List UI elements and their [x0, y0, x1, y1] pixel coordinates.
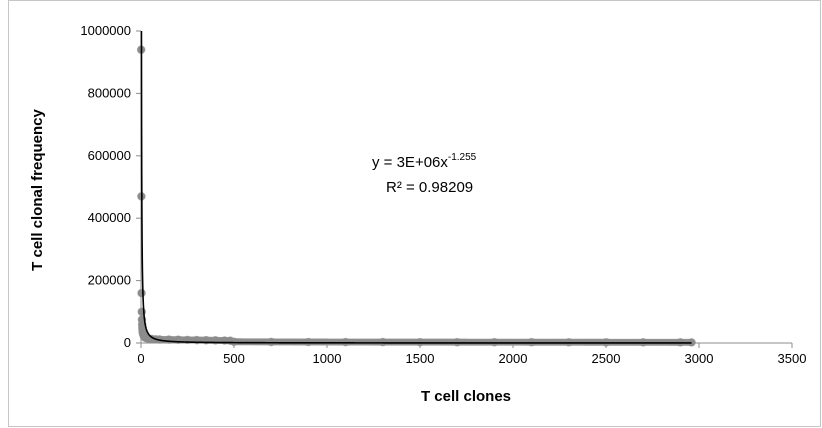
y-tick-label: 0 — [124, 335, 131, 350]
y-tick-label: 400000 — [88, 210, 131, 225]
data-points — [136, 45, 696, 347]
x-tick-label: 2500 — [592, 351, 621, 366]
y-tick-label: 200000 — [88, 273, 131, 288]
x-tick-label: 3500 — [778, 351, 807, 366]
y-tick-label: 800000 — [88, 85, 131, 100]
x-tick-label: 1500 — [406, 351, 435, 366]
trendline-equation-exponent: -1.255 — [448, 152, 477, 163]
y-ticks: 0 200000 400000 600000 800000 1000000 — [80, 23, 141, 350]
y-tick-label: 600000 — [88, 148, 131, 163]
data-point — [137, 288, 146, 298]
x-tick-label: 500 — [223, 351, 245, 366]
x-ticks: 0 500 1000 1500 2000 2500 3000 3500 — [137, 343, 806, 366]
y-tick-label: 1000000 — [80, 23, 131, 38]
x-axis-title: T cell clones — [421, 388, 511, 405]
x-tick-label: 2000 — [499, 351, 528, 366]
chart-frame — [8, 0, 821, 427]
x-tick-label: 0 — [137, 351, 144, 366]
trendline-r-squared: R² = 0.98209 — [386, 179, 473, 196]
x-tick-label: 1000 — [313, 351, 342, 366]
x-tick-label: 3000 — [685, 351, 714, 366]
power-trendline — [140, 31, 692, 344]
trendline-equation-base: y = 3E+06x — [372, 154, 448, 171]
y-axis-title: T cell clonal frequency — [29, 108, 46, 270]
trendline-equation: y = 3E+06x-1.255 — [372, 152, 477, 171]
